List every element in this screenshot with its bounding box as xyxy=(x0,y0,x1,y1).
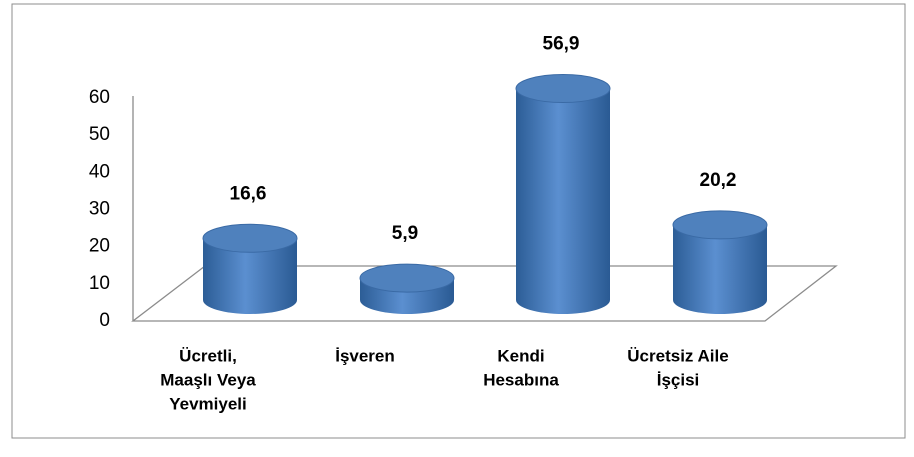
x-tick-label: Maaşlı Veya xyxy=(160,370,256,389)
chart-border xyxy=(11,3,906,439)
x-tick-label: Yevmiyeli xyxy=(169,394,247,413)
y-tick-label: 30 xyxy=(89,199,110,220)
bar-top xyxy=(202,223,298,253)
y-tick-label: 0 xyxy=(99,310,110,331)
y-tick-label: 40 xyxy=(89,161,110,182)
value-label: 5,9 xyxy=(392,223,418,244)
floor xyxy=(131,96,838,322)
bar-top xyxy=(515,74,611,104)
bar xyxy=(203,238,297,314)
value-label: 56,9 xyxy=(543,34,580,55)
y-tick-label: 50 xyxy=(89,124,110,145)
x-tick-label: İşçisi xyxy=(657,370,700,389)
value-label: 20,2 xyxy=(700,170,737,191)
y-tick-label: 10 xyxy=(89,273,110,294)
bar-top xyxy=(672,210,768,240)
x-tick-label: İşveren xyxy=(335,346,395,365)
x-tick-label: Ücretsiz Aile xyxy=(627,346,728,365)
bar xyxy=(673,224,767,314)
y-tick-label: 20 xyxy=(89,236,110,257)
x-tick-label: Kendi xyxy=(497,346,544,365)
x-tick-label: Hesabına xyxy=(483,370,559,389)
bar xyxy=(516,88,610,314)
bar-top xyxy=(359,263,455,293)
y-tick-label: 60 xyxy=(89,87,110,108)
value-label: 16,6 xyxy=(230,183,267,204)
x-tick-label: Ücretli, xyxy=(179,346,237,365)
